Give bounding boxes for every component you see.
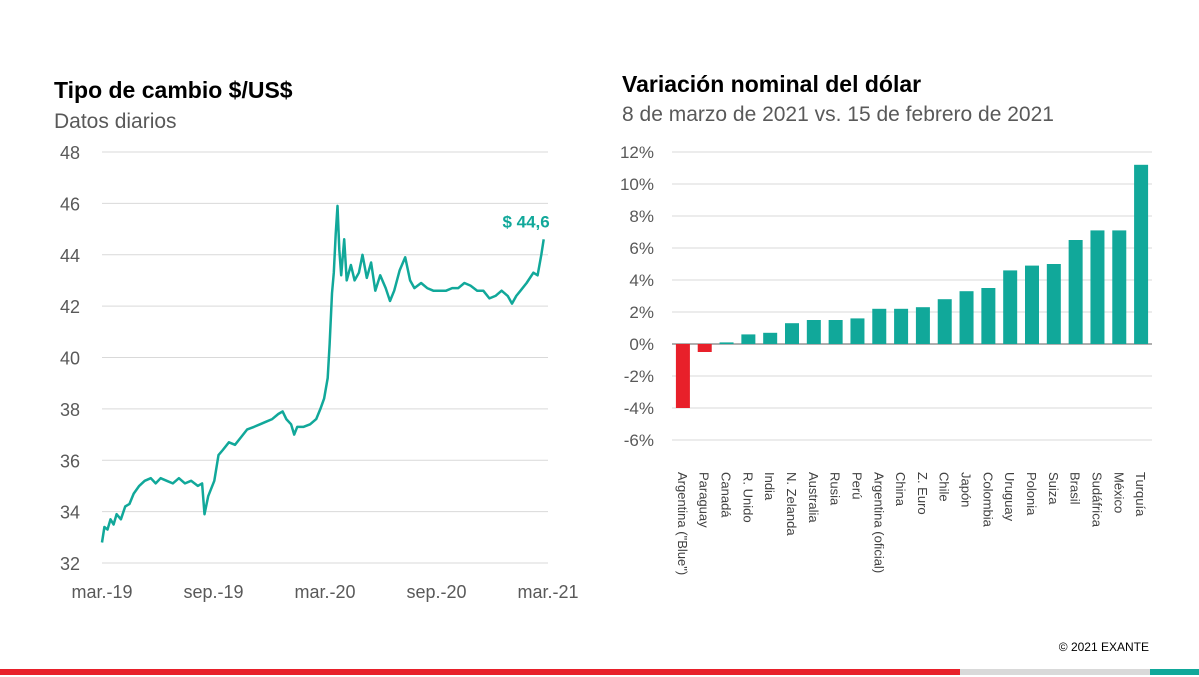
- bar: [959, 291, 974, 344]
- bar: [697, 344, 712, 352]
- x-category-label: Suiza: [1046, 472, 1061, 505]
- bar: [915, 307, 930, 344]
- bar: [763, 332, 778, 344]
- y-tick-label: 32: [60, 554, 80, 574]
- bar: [1025, 265, 1039, 344]
- x-category-label: Australia: [806, 472, 821, 523]
- y-tick-label: 0%: [629, 335, 654, 354]
- x-tick-label: mar.-20: [294, 582, 355, 602]
- left-chart-title: Tipo de cambio $/US$: [54, 77, 293, 103]
- x-category-label: Paraguay: [697, 472, 712, 528]
- exchange-rate-line: [100, 204, 545, 543]
- x-tick-label: sep.-20: [406, 582, 466, 602]
- x-category-label: Chile: [937, 472, 952, 502]
- bar: [719, 342, 734, 344]
- y-tick-label: 42: [60, 297, 80, 317]
- bar-chart: -6% -4% -2% 0% 2% 4% 6% 8% 10% 12% Argentina ("Blu…: [620, 143, 1152, 575]
- y-tick-label: -6%: [624, 431, 654, 450]
- x-category-label: Canadá: [719, 472, 734, 518]
- bar: [981, 288, 996, 344]
- x-tick-label: mar.-19: [71, 582, 132, 602]
- bar: [1090, 230, 1105, 344]
- bar: [675, 344, 690, 408]
- footer-bar-gray: [960, 669, 1150, 675]
- y-tick-label: 4%: [629, 271, 654, 290]
- bar: [850, 318, 865, 344]
- x-category-label: Perú: [849, 472, 864, 499]
- y-tick-label: 48: [60, 143, 80, 163]
- bar: [1134, 164, 1149, 344]
- right-chart-subtitle: 8 de marzo de 2021 vs. 15 de febrero de …: [622, 103, 1054, 126]
- y-tick-label: -2%: [624, 367, 654, 386]
- bar: [1046, 264, 1061, 344]
- y-tick-label: 44: [60, 246, 80, 266]
- left-chart-subtitle: Datos diarios: [54, 110, 177, 133]
- footer-bar-teal: [1150, 669, 1199, 675]
- bar: [1003, 270, 1018, 344]
- last-value-label: $ 44,6: [502, 212, 549, 231]
- y-tick-label: 2%: [629, 303, 654, 322]
- right-chart-title: Variación nominal del dólar: [622, 71, 922, 97]
- x-category-label: Uruguay: [1002, 472, 1017, 522]
- y-tick-label: 10%: [620, 175, 654, 194]
- bar: [828, 320, 843, 344]
- x-category-label: R. Unido: [740, 472, 755, 523]
- y-tick-label: 46: [60, 194, 80, 214]
- x-category-label: Japón: [959, 472, 974, 507]
- x-category-label: Brasil: [1068, 472, 1083, 505]
- x-tick-label: mar.-21: [517, 582, 578, 602]
- y-tick-label: -4%: [624, 399, 654, 418]
- y-tick-label: 12%: [620, 143, 654, 162]
- x-category-label: India: [762, 472, 777, 501]
- bar: [806, 320, 821, 344]
- x-category-label: China: [893, 472, 908, 507]
- x-category-label: Sudáfrica: [1089, 472, 1104, 528]
- y-tick-label: 38: [60, 400, 80, 420]
- y-tick-label: 40: [60, 349, 80, 369]
- bar: [785, 323, 799, 344]
- x-tick-label: sep.-19: [183, 582, 243, 602]
- bar: [872, 308, 887, 344]
- bar: [937, 299, 952, 344]
- x-category-label: Argentina ("Blue"): [675, 472, 690, 575]
- x-category-label: Turquía: [1133, 472, 1148, 517]
- x-category-label: Argentina (oficial): [871, 472, 886, 573]
- footer-bar-red: [0, 669, 960, 675]
- footer-bar: [0, 669, 1199, 675]
- x-category-label: Polonia: [1024, 472, 1039, 516]
- bar: [1068, 240, 1083, 344]
- bar: [741, 334, 756, 344]
- y-tick-label: 36: [60, 451, 80, 471]
- x-category-label: Z. Euro: [915, 472, 930, 515]
- y-tick-label: 6%: [629, 239, 654, 258]
- y-tick-label: 34: [60, 503, 80, 523]
- bar: [894, 308, 909, 344]
- line-chart: 32 34 36 38 40 42 44 46 48 mar.-19 sep.-19 mar.-20 s…: [60, 143, 579, 602]
- x-category-label: N. Zelanda: [784, 472, 799, 536]
- x-category-label: México: [1111, 472, 1126, 513]
- copyright-text: © 2021 EXANTE: [1058, 640, 1149, 654]
- x-category-label: Rusia: [828, 472, 843, 506]
- x-category-label: Colombia: [980, 472, 995, 528]
- bar: [1112, 230, 1127, 344]
- y-tick-label: 8%: [629, 207, 654, 226]
